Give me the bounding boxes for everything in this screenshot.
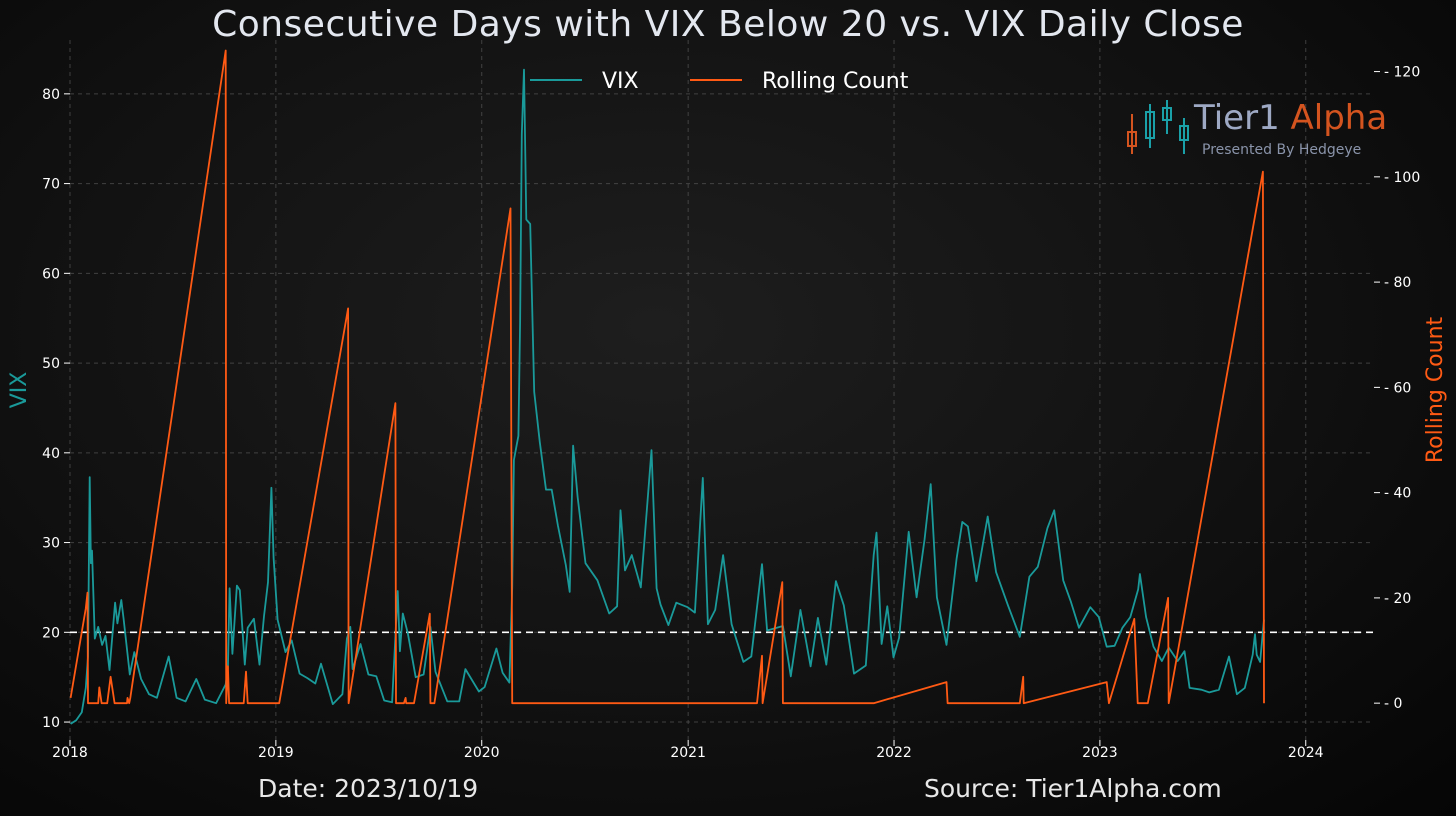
logo-tagline: Presented By Hedgeye	[1202, 142, 1362, 158]
logo-wordmark: Tier1 Alpha	[1194, 98, 1387, 138]
legend-label: Rolling Count	[762, 69, 909, 94]
x-tick-label: 2019	[258, 745, 294, 761]
y2-tick-label: - 100	[1384, 170, 1420, 186]
y2-tick-label: - 40	[1384, 486, 1411, 502]
y-tick-label: 20	[42, 625, 60, 641]
y2-tick-label: - 60	[1384, 380, 1411, 396]
legend-label: VIX	[602, 69, 639, 94]
legend: VIX Rolling Count	[530, 69, 909, 94]
y2-tick-label: - 20	[1384, 591, 1411, 607]
footer-source: Source: Tier1Alpha.com	[924, 774, 1222, 803]
x-tick-label: 2023	[1082, 745, 1118, 761]
series-layer	[69, 49, 1265, 725]
logo-name-a: Tier1	[1194, 98, 1280, 138]
axes-layer: 2018 2019 2020 2021 2022 2023 2024 10 20 30 40 50 60…	[7, 65, 1448, 761]
y-tick-label: 70	[42, 177, 60, 193]
vix-line	[70, 68, 1265, 725]
chart-title: Consecutive Days with VIX Below 20 vs. V…	[212, 4, 1244, 45]
y-axis-label: VIX	[7, 372, 32, 409]
y-tick-label: 30	[42, 536, 60, 552]
rolling-count-line	[69, 49, 1265, 705]
logo-name-b: Alpha	[1290, 98, 1388, 138]
y-tick-label: 40	[42, 446, 60, 462]
tier1alpha-logo: Tier1 Alpha Presented By Hedgeye	[1122, 98, 1387, 162]
x-tick-label: 2022	[876, 745, 912, 761]
y2-axis-label: Rolling Count	[1423, 316, 1448, 463]
x-tick-label: 2024	[1288, 745, 1324, 761]
y2-tick-label: - 0	[1384, 696, 1402, 712]
x-tick-label: 2020	[464, 745, 500, 761]
footer-date: Date: 2023/10/19	[258, 774, 479, 803]
candlestick-icon	[1127, 100, 1189, 154]
y-tick-label: 60	[42, 266, 60, 282]
x-tick-label: 2018	[52, 745, 88, 761]
y2-tick-label: - 80	[1384, 275, 1411, 291]
y-tick-label: 10	[42, 715, 60, 731]
y2-tick-label: - 120	[1384, 65, 1420, 81]
y-tick-label: 80	[42, 87, 60, 103]
x-tick-label: 2021	[670, 745, 706, 761]
y-tick-label: 50	[42, 356, 60, 372]
